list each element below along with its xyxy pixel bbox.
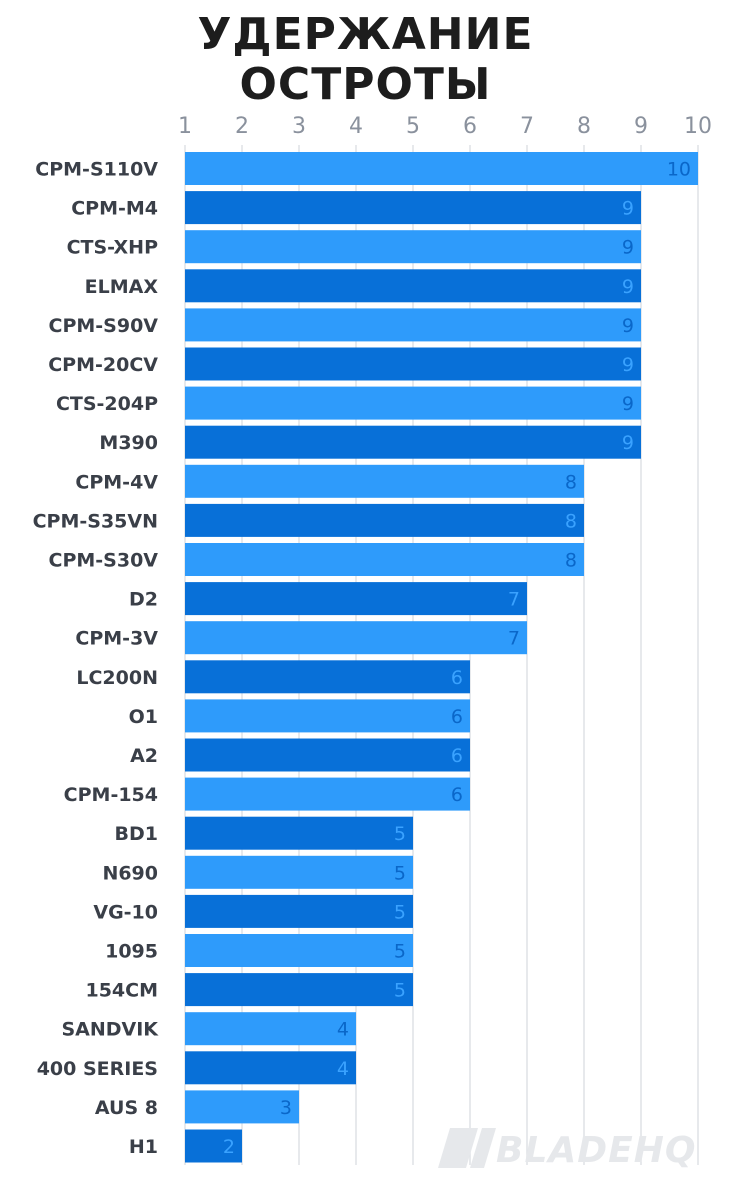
category-label: VG-10 bbox=[93, 901, 158, 923]
bar bbox=[185, 1090, 299, 1124]
bar bbox=[185, 816, 413, 850]
category-label: CPM-S30V bbox=[49, 550, 159, 572]
bar bbox=[185, 934, 413, 967]
data-label: 5 bbox=[394, 862, 406, 884]
data-label: 7 bbox=[508, 628, 520, 650]
category-label: CPM-S90V bbox=[49, 315, 159, 337]
data-label: 8 bbox=[565, 550, 577, 572]
data-label: 9 bbox=[622, 354, 634, 376]
data-label: 6 bbox=[451, 745, 463, 767]
x-tick-label: 1 bbox=[178, 114, 192, 139]
category-label: O1 bbox=[129, 706, 158, 728]
chart-title: УДЕРЖАНИЕ ОСТРОТЫ bbox=[0, 10, 731, 110]
category-label: AUS 8 bbox=[95, 1097, 158, 1119]
axis-ticks: 1 2 3 4 5 6 7 8 9 10 bbox=[178, 114, 712, 139]
bar bbox=[185, 1051, 356, 1085]
data-label: 6 bbox=[451, 784, 463, 806]
bar bbox=[185, 347, 641, 381]
x-tick-label: 3 bbox=[292, 114, 306, 139]
watermark: BLADEHQ bbox=[438, 1128, 696, 1171]
data-label: 9 bbox=[622, 237, 634, 259]
data-label: 6 bbox=[451, 667, 463, 689]
bladehq-logo-icon bbox=[438, 1128, 496, 1168]
bar bbox=[185, 152, 698, 185]
category-label: CPM-S110V bbox=[35, 159, 158, 181]
x-tick-label: 2 bbox=[235, 114, 249, 139]
data-label: 3 bbox=[280, 1097, 292, 1119]
category-label: BD1 bbox=[115, 823, 158, 845]
data-label: 9 bbox=[622, 432, 634, 454]
category-label: CPM-M4 bbox=[71, 198, 158, 220]
category-label: CPM-154 bbox=[64, 784, 158, 806]
data-label: 8 bbox=[565, 471, 577, 493]
bar bbox=[185, 621, 527, 655]
x-tick-label: 5 bbox=[406, 114, 420, 139]
category-label: 1095 bbox=[105, 941, 158, 963]
x-tick-label: 9 bbox=[634, 114, 648, 139]
watermark-text: BLADEHQ bbox=[496, 1130, 696, 1171]
category-label: ELMAX bbox=[85, 276, 159, 298]
category-label: H1 bbox=[129, 1136, 158, 1158]
data-label: 4 bbox=[337, 1058, 349, 1080]
value-labels: 10 9 9 9 9 9 9 9 8 8 8 7 7 6 6 6 6 5 5 5 5 5 4 4 3 2 bbox=[223, 159, 691, 1159]
category-label: CPM-S35VN bbox=[33, 510, 158, 532]
bar bbox=[185, 1129, 242, 1163]
data-label: 8 bbox=[565, 510, 577, 532]
category-label: 154CM bbox=[85, 980, 158, 1002]
category-label: LC200N bbox=[76, 667, 158, 689]
data-label: 10 bbox=[667, 159, 691, 181]
chart-title-line-1: УДЕРЖАНИЕ bbox=[197, 9, 534, 60]
bar bbox=[185, 1012, 356, 1046]
bar bbox=[185, 894, 413, 928]
bar bbox=[185, 699, 470, 733]
data-label: 9 bbox=[622, 276, 634, 298]
bar bbox=[185, 230, 641, 264]
bar bbox=[185, 464, 584, 498]
category-label: CTS-204P bbox=[56, 393, 158, 415]
x-tick-label: 10 bbox=[684, 114, 712, 139]
bars bbox=[185, 152, 698, 1163]
bar bbox=[185, 777, 470, 811]
category-label: CPM-4V bbox=[75, 471, 158, 493]
x-tick-label: 6 bbox=[463, 114, 477, 139]
category-label: M390 bbox=[99, 432, 158, 454]
data-label: 9 bbox=[622, 393, 634, 415]
chart-title-line-2: ОСТРОТЫ bbox=[239, 59, 492, 110]
data-label: 7 bbox=[508, 589, 520, 611]
bar bbox=[185, 973, 413, 1007]
data-label: 9 bbox=[622, 315, 634, 337]
data-label: 2 bbox=[223, 1136, 235, 1158]
bar bbox=[185, 425, 641, 459]
category-labels: CPM-S110V CPM-M4 CTS-XHP ELMAX CPM-S90V CPM-2… bbox=[33, 159, 160, 1159]
category-label: CTS-XHP bbox=[67, 237, 158, 259]
bar bbox=[185, 386, 641, 420]
x-tick-label: 8 bbox=[577, 114, 591, 139]
bar bbox=[185, 308, 641, 342]
bar bbox=[185, 191, 641, 225]
data-label: 5 bbox=[394, 980, 406, 1002]
data-label: 5 bbox=[394, 901, 406, 923]
category-label: A2 bbox=[130, 745, 158, 767]
data-label: 6 bbox=[451, 706, 463, 728]
data-label: 9 bbox=[622, 198, 634, 220]
data-label: 5 bbox=[394, 941, 406, 963]
bar bbox=[185, 269, 641, 303]
bar bbox=[185, 582, 527, 616]
category-label: D2 bbox=[129, 589, 158, 611]
data-label: 4 bbox=[337, 1019, 349, 1041]
category-label: SANDVIK bbox=[61, 1019, 159, 1041]
category-label: CPM-3V bbox=[75, 628, 158, 650]
x-tick-label: 4 bbox=[349, 114, 363, 139]
bar bbox=[185, 855, 413, 889]
category-label: CPM-20CV bbox=[48, 354, 158, 376]
bar bbox=[185, 660, 470, 694]
category-label: N690 bbox=[102, 862, 158, 884]
bar bbox=[185, 738, 470, 772]
bar bbox=[185, 503, 584, 537]
category-label: 400 SERIES bbox=[37, 1058, 158, 1080]
x-tick-label: 7 bbox=[520, 114, 534, 139]
data-label: 5 bbox=[394, 823, 406, 845]
bar bbox=[185, 543, 584, 576]
